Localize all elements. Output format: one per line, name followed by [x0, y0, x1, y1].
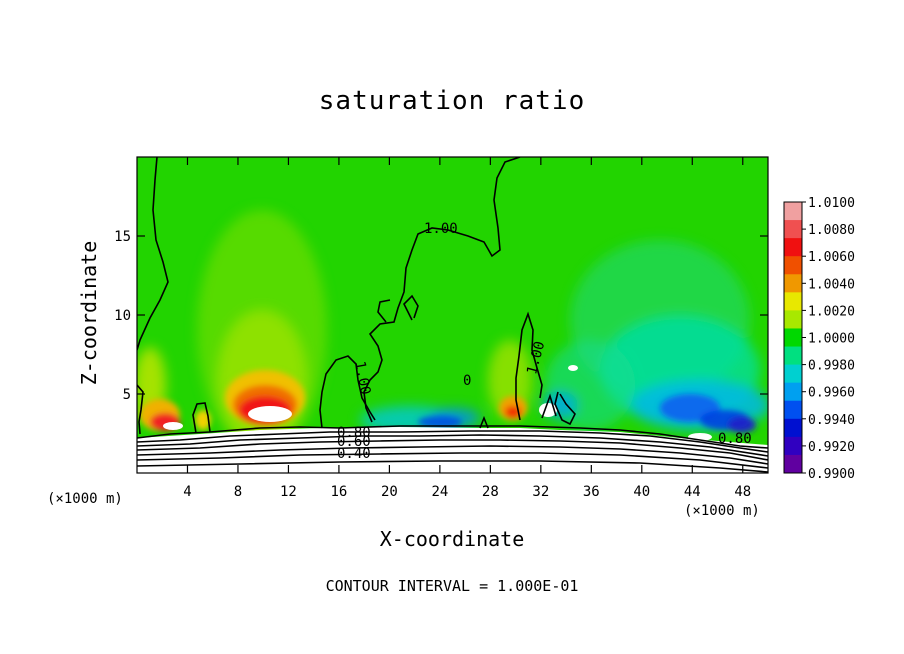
contour-label-7: 0.40: [337, 446, 371, 462]
x-tick-label: 16: [330, 484, 347, 500]
contour-label-1: 1.00: [424, 221, 458, 237]
colorbar-swatch: [784, 292, 802, 311]
colorbar-swatch: [784, 400, 802, 420]
y-axis: 5 10 15: [114, 229, 768, 403]
x-unit-label-left: (×1000 m): [47, 491, 123, 507]
colorbar-swatch: [784, 436, 802, 456]
colorbar-label: 1.0060: [808, 250, 855, 265]
colorbar-swatch: [784, 418, 802, 438]
contour-label-6: 0.60: [337, 434, 371, 450]
colorbar-label: 0.9980: [808, 359, 855, 374]
colorbar-swatch: [784, 202, 802, 221]
x-tick-label: 40: [633, 484, 650, 500]
x-axis: 4 8 12 16 20 24 28 32 36 40 44 48: [183, 157, 751, 500]
colorbar-swatch: [784, 274, 802, 293]
x-tick-label: 36: [583, 484, 600, 500]
y-tick-label: 5: [123, 387, 131, 403]
contour-label-2: 1.00: [351, 360, 373, 396]
x-tick-label: 4: [183, 484, 191, 500]
x-tick-label: 44: [684, 484, 701, 500]
x-unit-label-right: (×1000 m): [684, 503, 760, 519]
colorbar-label: 1.0100: [808, 196, 855, 211]
x-axis-label: X-coordinate: [379, 527, 525, 551]
contour-label-5: 0.80: [337, 425, 371, 441]
colorbar-label: 1.0040: [808, 277, 855, 292]
colorbar-label: 1.0000: [808, 332, 855, 347]
colorbar-swatch: [784, 454, 802, 474]
chart-title: saturation ratio: [318, 86, 586, 116]
colorbar-swatch: [784, 238, 802, 257]
x-tick-label: 8: [234, 484, 242, 500]
contour-interval-note: CONTOUR INTERVAL = 1.000E-01: [325, 577, 579, 595]
x-tick-label: 20: [381, 484, 398, 500]
x-tick-label: 28: [482, 484, 499, 500]
colorbar-swatch: [784, 310, 802, 329]
contour-label-8: 0.80: [718, 431, 752, 447]
y-tick-label: 10: [114, 308, 131, 324]
contour-label-4: 0: [463, 373, 471, 389]
colorbar-label: 0.9920: [808, 440, 855, 455]
y-axis-label: Z-coordinate: [77, 240, 101, 386]
x-tick-label: 48: [734, 484, 751, 500]
x-tick-label: 32: [532, 484, 549, 500]
x-tick-label: 12: [280, 484, 297, 500]
colorbar-swatch: [784, 364, 802, 384]
colorbar-swatch: [784, 382, 802, 402]
y-tick-label: 15: [114, 229, 131, 245]
colorbar-swatch: [784, 220, 802, 239]
saturation-field: [137, 157, 768, 473]
colorbar-label: 0.9900: [808, 467, 855, 482]
x-tick-label: 24: [431, 484, 448, 500]
colorbar-swatch: [784, 256, 802, 275]
colorbar-label: 0.9940: [808, 413, 855, 428]
colorbar-label: 1.0080: [808, 223, 855, 238]
colorbar-swatch: [784, 346, 802, 366]
contour-labels: 1.00 1.00 1.00 0 0.80 0.60 0.40 0.80: [337, 221, 752, 462]
contour-lines: [137, 157, 768, 473]
colorbar-label: 0.9960: [808, 386, 855, 401]
colorbar-label: 1.0020: [808, 304, 855, 319]
colorbar: 1.0100 1.0080 1.0060 1.0040 1.0020 1.0000 0.99…: [783, 196, 855, 482]
colorbar-swatch: [784, 328, 802, 348]
